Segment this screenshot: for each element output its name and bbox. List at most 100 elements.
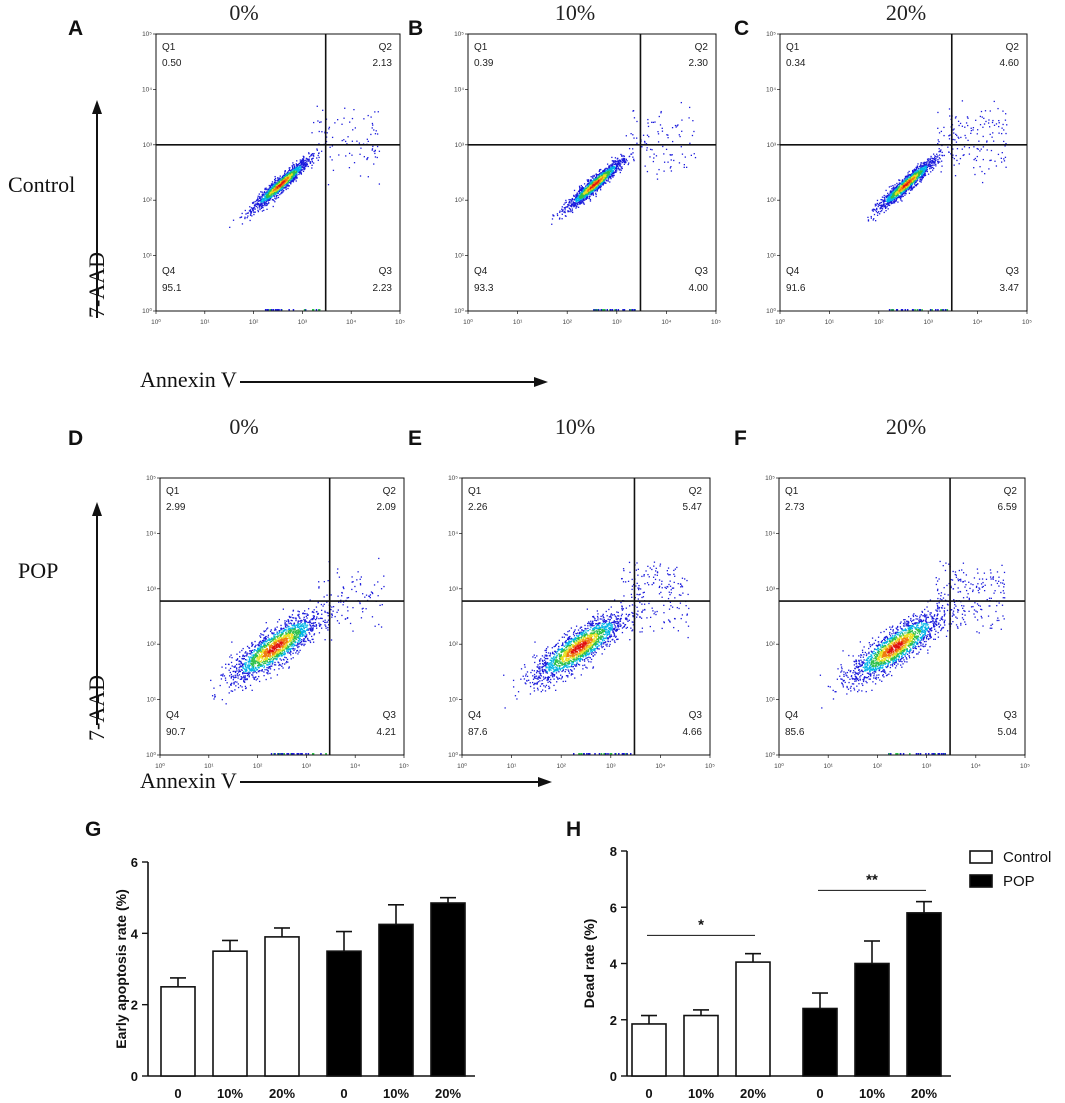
event-dot (607, 170, 609, 172)
x-tick-label: 10⁵ (399, 763, 409, 770)
event-dot (575, 194, 577, 196)
event-dot (894, 190, 897, 193)
event-dot (296, 174, 298, 176)
event-dot (603, 309, 606, 311)
event-dot (900, 182, 903, 184)
event-dot (587, 190, 589, 192)
plot-frame (155, 33, 401, 312)
event-dot (301, 162, 304, 164)
event-dot (580, 192, 583, 195)
event-dot (632, 148, 634, 150)
event-dot (605, 167, 607, 169)
event-dot (616, 165, 618, 168)
event-dot (907, 186, 909, 189)
event-dot (605, 171, 608, 173)
event-dot (880, 210, 882, 213)
event-dot (277, 634, 279, 636)
event-dot (920, 181, 922, 183)
event-dot (298, 169, 300, 171)
event-dot (266, 192, 268, 194)
event-dot (984, 110, 987, 112)
event-dot (909, 182, 911, 185)
event-dot (267, 202, 269, 205)
event-dot (240, 216, 242, 218)
event-dot (601, 182, 603, 184)
event-dot (931, 169, 934, 171)
y-tick-label: 10⁰ (146, 751, 156, 759)
x-tick-label: 10⁰ (463, 318, 473, 326)
event-dot (279, 189, 281, 191)
event-dot (888, 204, 890, 206)
event-dot (620, 163, 622, 165)
event-dot (929, 165, 932, 167)
event-dot (294, 175, 297, 177)
event-dot (598, 180, 600, 183)
event-dot (910, 188, 912, 190)
event-dot (658, 168, 660, 171)
event-dot (274, 197, 276, 199)
event-dot (973, 167, 975, 169)
event-dot (872, 208, 875, 210)
event-dot (586, 189, 589, 191)
quadrant-q2-value: 2.13 (373, 58, 393, 69)
event-dot (579, 203, 581, 205)
event-dot (266, 204, 268, 206)
event-dot (606, 168, 608, 170)
event-dot (296, 169, 298, 171)
event-dot (296, 631, 298, 634)
event-dot (678, 162, 681, 164)
event-dot (318, 130, 320, 133)
event-dot (307, 165, 309, 168)
event-dot (376, 145, 379, 148)
event-dot (921, 171, 924, 174)
event-dot (894, 193, 897, 196)
event-dot (954, 139, 956, 141)
event-dot (241, 649, 243, 652)
event-dot (283, 174, 285, 176)
event-dot (264, 187, 266, 190)
event-dot (256, 669, 258, 671)
event-dot (586, 192, 588, 194)
event-dot (278, 186, 280, 189)
event-dot (589, 192, 592, 195)
event-dot (932, 153, 935, 155)
event-dot (293, 177, 295, 179)
event-dot (887, 192, 889, 194)
event-dot (582, 193, 585, 196)
event-dot (884, 207, 887, 209)
event-dot (256, 202, 259, 204)
event-dot (587, 180, 589, 182)
event-dot (952, 129, 954, 131)
event-dot (595, 187, 598, 189)
event-dot (892, 192, 894, 194)
event-dot (636, 137, 638, 139)
event-dot (375, 130, 377, 132)
event-dot (310, 153, 313, 156)
event-dot (574, 197, 577, 199)
event-dot (316, 613, 319, 615)
event-dot (585, 196, 588, 199)
event-dot (278, 182, 280, 185)
event-dot (895, 194, 898, 196)
event-dot (273, 190, 275, 193)
event-dot (303, 166, 305, 169)
event-dot (588, 184, 591, 186)
event-dot (230, 690, 232, 692)
event-dot (880, 206, 883, 208)
event-dot (949, 115, 951, 117)
event-dot (371, 148, 374, 150)
event-dot (919, 168, 922, 170)
event-dot (254, 205, 256, 207)
event-dot (876, 207, 878, 210)
event-dot (874, 220, 877, 222)
event-dot (272, 205, 274, 208)
event-dot (356, 140, 358, 142)
event-dot (589, 200, 592, 202)
event-dot (312, 157, 314, 159)
event-dot (299, 172, 301, 174)
event-dot (942, 309, 944, 311)
event-dot (559, 217, 561, 219)
event-dot (281, 181, 283, 184)
event-dot (353, 108, 355, 111)
event-dot (891, 191, 893, 193)
